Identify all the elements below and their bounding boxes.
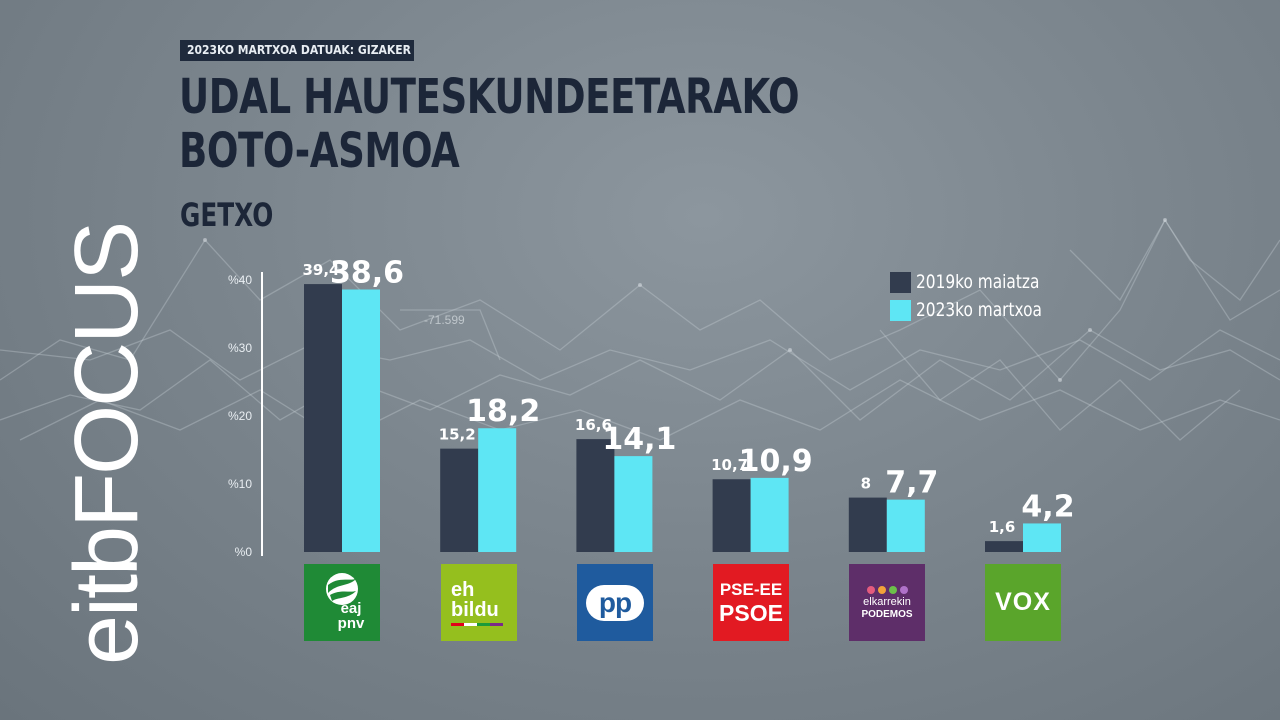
logo-pp: pp bbox=[577, 564, 653, 641]
chart-subtitle: GETXO bbox=[180, 196, 274, 234]
legend-swatch-2023 bbox=[890, 299, 911, 321]
bar-2019 bbox=[985, 541, 1023, 552]
y-tick-label: %40 bbox=[228, 273, 252, 287]
logo-vox-text: VOX bbox=[995, 588, 1051, 616]
bar-2019 bbox=[712, 479, 751, 552]
logo-elkarrekin-podemos: elkarrekin PODEMOS bbox=[849, 564, 925, 641]
data-label-2019: 15,2 bbox=[439, 426, 476, 444]
y-tick-label: %30 bbox=[228, 341, 252, 355]
header-tag: 2023KO MARTXOA DATUAK: GIZAKER bbox=[180, 40, 414, 61]
data-label-2019: 1,6 bbox=[989, 518, 1016, 536]
eh-bildu-stripe-icon bbox=[451, 622, 503, 626]
podemos-dots-icon bbox=[866, 585, 908, 594]
legend-label-2023: 2023ko martxoa bbox=[916, 299, 1042, 321]
y-tick-label: %0 bbox=[235, 545, 253, 559]
legend-label-2019: 2019ko maiatza bbox=[916, 271, 1040, 293]
legend-item-2019: 2019ko maiatza bbox=[890, 268, 1056, 296]
data-label-2023: 10,9 bbox=[739, 444, 813, 479]
data-label-2023: 18,2 bbox=[466, 394, 540, 429]
bar-2019 bbox=[304, 284, 342, 552]
y-tick-label: %10 bbox=[228, 477, 252, 491]
data-label-2019: 8 bbox=[861, 475, 871, 493]
bar-2023 bbox=[886, 499, 925, 552]
logo-pse-ee-psoe: PSE-EE PSOE bbox=[713, 564, 789, 641]
page-title: UDAL HAUTESKUNDEETARAKO BOTO-ASMOA bbox=[179, 69, 800, 179]
legend-item-2023: 2023ko martxoa bbox=[890, 296, 1056, 324]
logo-eaj-pnv-line1: eaj bbox=[340, 599, 362, 617]
pp-badge-icon: pp bbox=[586, 584, 644, 621]
logo-eaj-pnv: eaj pnv bbox=[304, 564, 380, 641]
background-annotation: -71.599 bbox=[424, 313, 465, 327]
data-label-2019: 10,7 bbox=[711, 456, 748, 474]
bar-2023 bbox=[614, 456, 653, 552]
y-tick-label: %20 bbox=[228, 409, 252, 423]
title-line-1: UDAL HAUTESKUNDEETARAKO bbox=[179, 69, 800, 125]
eaj-pnv-symbol-icon bbox=[326, 572, 358, 605]
logo-podemos-line2: PODEMOS bbox=[861, 608, 913, 620]
bar-2019 bbox=[848, 497, 887, 552]
bar-2019 bbox=[576, 439, 615, 552]
bar-2023 bbox=[478, 428, 517, 552]
logo-podemos-line1: elkarrekin bbox=[863, 595, 911, 608]
logo-eh-bildu-line1: eh bbox=[451, 578, 475, 601]
logo-eh-bildu: eh bildu bbox=[441, 564, 517, 641]
data-label-2023: 38,6 bbox=[330, 256, 404, 291]
legend-swatch-2019 bbox=[890, 271, 911, 293]
data-label-2023: 7,7 bbox=[885, 466, 938, 501]
data-label-2019: 16,6 bbox=[575, 416, 612, 434]
logo-pse-line2: PSOE bbox=[719, 599, 783, 626]
bar-2019 bbox=[440, 448, 479, 552]
logo-eaj-pnv-line2: pnv bbox=[337, 614, 365, 632]
bar-2023 bbox=[342, 289, 380, 552]
data-label-2019: 39,4 bbox=[302, 261, 339, 279]
logo-pse-line1: PSE-EE bbox=[719, 579, 783, 599]
logo-eh-bildu-line2: bildu bbox=[451, 598, 499, 621]
logo-pp-text: pp bbox=[598, 586, 632, 618]
chart-legend: 2019ko maiatza 2023ko martxoa bbox=[890, 268, 1056, 324]
title-line-2: BOTO-ASMOA bbox=[179, 123, 460, 179]
logo-vox: VOX bbox=[985, 564, 1061, 641]
data-label-2023: 4,2 bbox=[1021, 489, 1074, 524]
bar-2023 bbox=[750, 477, 789, 552]
bar-2023 bbox=[1023, 523, 1061, 552]
data-label-2023: 14,1 bbox=[602, 422, 676, 457]
